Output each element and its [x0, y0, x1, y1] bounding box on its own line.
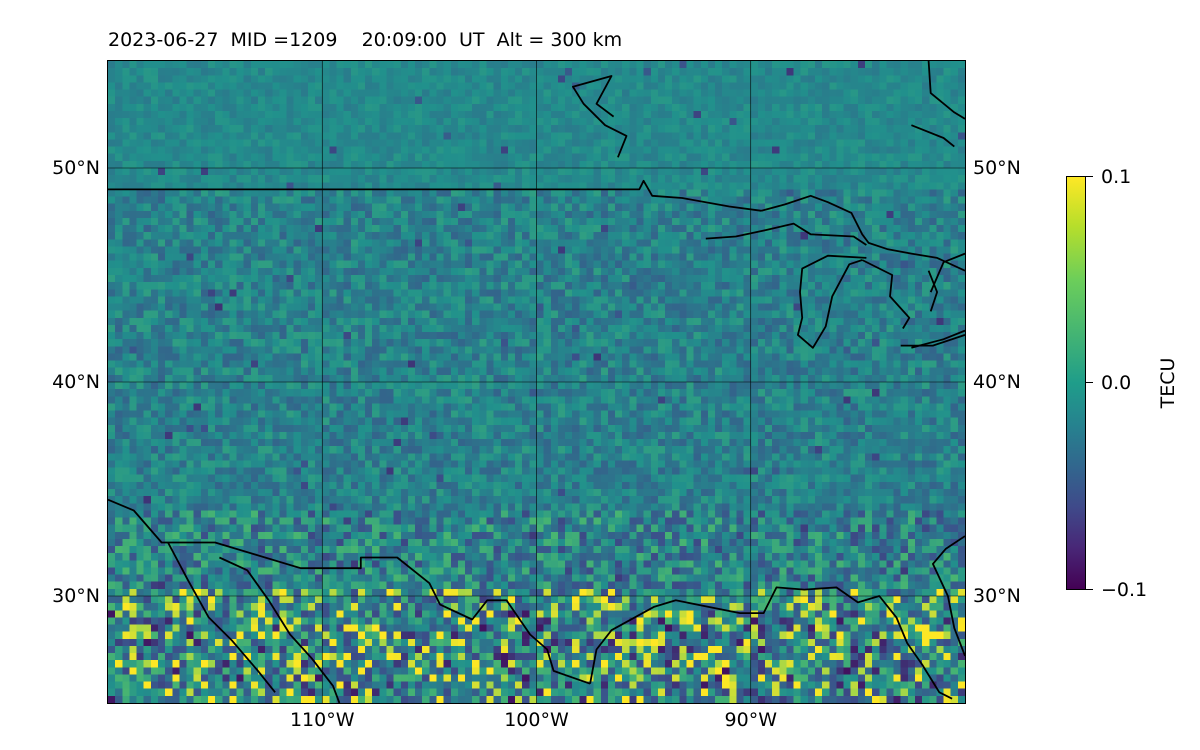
tec-map[interactable] [108, 61, 965, 703]
coastline-9 [861, 259, 911, 329]
coastline-15 [927, 61, 965, 120]
coastline-3 [589, 586, 953, 700]
lat-label-right-30: 30°N [973, 585, 1021, 607]
coastline-0 [108, 498, 591, 685]
colorbar-tick-top [1086, 176, 1093, 178]
coastline-14 [571, 75, 628, 158]
coastline-11 [900, 334, 965, 347]
coastline-2 [219, 556, 341, 703]
lon-label-90: 90°W [724, 709, 777, 731]
lat-label-left-50: 50°N [52, 157, 100, 179]
coastline-13 [929, 252, 965, 293]
coastline-4 [932, 535, 965, 657]
lat-label-left-40: 40°N [52, 371, 100, 393]
lon-label-100: 100°W [504, 709, 569, 731]
coastline-1 [167, 542, 276, 693]
colorbar-title: TECU [1157, 357, 1179, 409]
coastline-5 [108, 179, 762, 212]
coastline-7 [705, 222, 867, 246]
colorbar-tick-label-min: −0.1 [1101, 579, 1148, 601]
map-title: 2023-06-27 MID =1209 20:09:00 UT Alt = 3… [108, 29, 623, 51]
lon-label-110: 110°W [289, 709, 355, 731]
colorbar-tick-mid [1086, 382, 1093, 384]
coastline-8 [797, 254, 867, 349]
coastline-12 [927, 270, 938, 312]
lat-label-right-50: 50°N [973, 157, 1021, 179]
lat-label-right-40: 40°N [973, 371, 1021, 393]
map-overlay [108, 61, 965, 703]
coastline-16 [911, 124, 955, 148]
coastline-6 [761, 194, 965, 272]
colorbar [1066, 176, 1086, 590]
lat-label-left-30: 30°N [52, 585, 100, 607]
colorbar-tick-bottom [1086, 589, 1093, 591]
colorbar-tick-label-zero: 0.0 [1101, 372, 1132, 394]
colorbar-tick-label-max: 0.1 [1101, 166, 1132, 188]
